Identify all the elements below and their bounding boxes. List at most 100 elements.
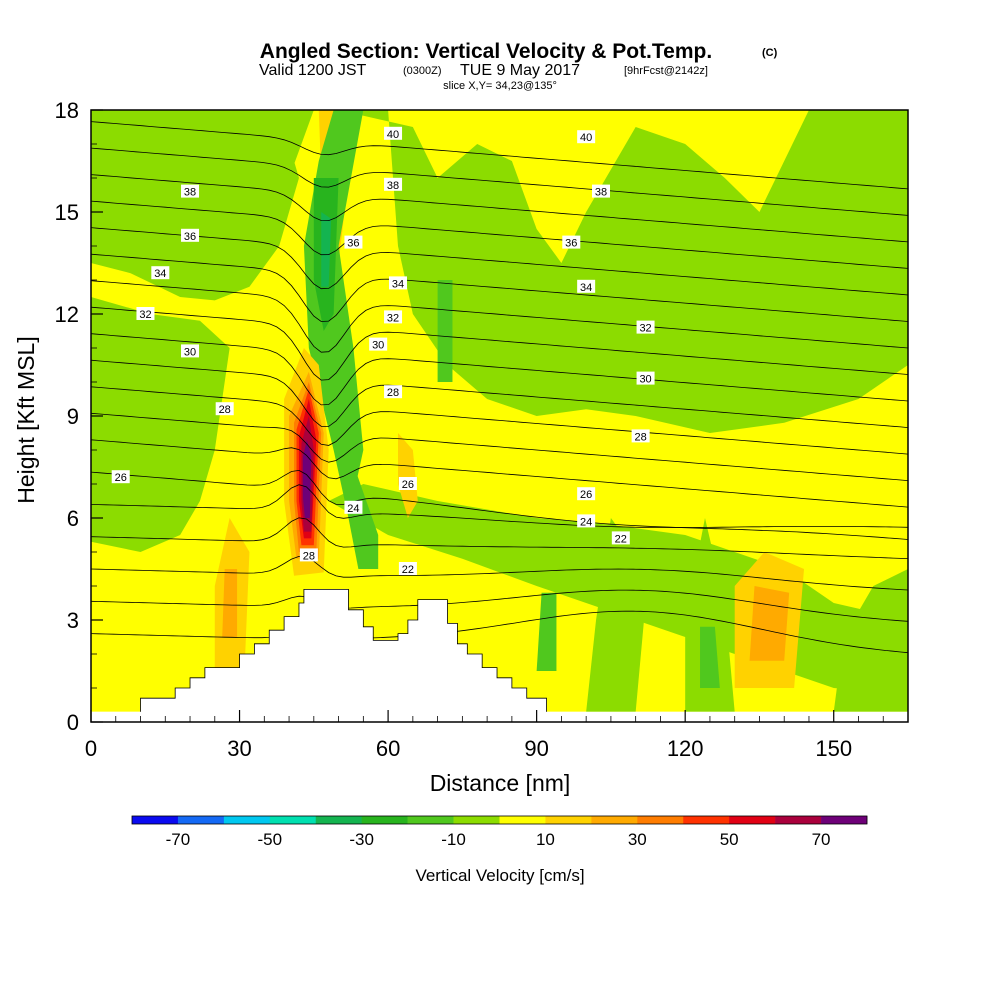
contour-label-bg [577, 487, 596, 501]
contour-label-bg [181, 228, 200, 242]
contour-label: 38 [384, 177, 403, 192]
contour-label: 40 [384, 126, 403, 141]
contour-label-text: 34 [392, 278, 404, 290]
theta-contour-line [91, 121, 908, 190]
y-axis-ticks: 0 3 6 9 12 15 18 [55, 98, 103, 735]
contour-label-text: 28 [387, 387, 399, 399]
y-tick-label: 0 [67, 710, 79, 735]
contour-labels: 40 40 38 38 38 36 36 36 34 34 34 32 32 32 30 30 30 28 28 28… [111, 126, 655, 576]
contour-label-text: 28 [219, 404, 231, 416]
colorbar-tick-label: -30 [349, 830, 374, 849]
contour-label: 28 [384, 385, 403, 399]
theta-contour-line [91, 610, 908, 654]
contour-label-bg [636, 371, 655, 385]
theta-contour-line [91, 147, 908, 216]
contour-label: 26 [577, 487, 596, 501]
x-tick-label: 120 [667, 736, 704, 761]
velocity-region [586, 518, 646, 712]
contour-label-text: 32 [387, 312, 399, 324]
chart-title-suffix: (C) [762, 47, 778, 59]
velocity-region [302, 439, 312, 518]
contour-label-text: 36 [184, 231, 196, 243]
subtitle-valid: Valid 1200 JST [259, 62, 367, 79]
colorbar-swatch [407, 816, 454, 824]
theta-contour-line [91, 589, 908, 622]
theta-contour-line [91, 517, 908, 559]
contour-label-text: 28 [634, 431, 646, 443]
theta-contour-line [91, 174, 908, 243]
contour-label-bg [136, 307, 155, 320]
y-tick-label: 15 [55, 200, 79, 225]
colorbar-swatch [729, 816, 776, 824]
velocity-region [91, 297, 230, 552]
subtitle-zulu: (0300Z) [403, 65, 442, 77]
contour-label-bg [592, 184, 611, 198]
velocity-region [397, 433, 418, 518]
contour-label-text: 24 [347, 503, 359, 515]
colorbar-tick-label: 10 [536, 830, 555, 849]
theta-contour-line [91, 306, 908, 381]
contour-label-text: 26 [115, 472, 127, 484]
x-tick-label: 90 [524, 736, 548, 761]
theta-contours [91, 121, 908, 654]
theta-contour-line [91, 280, 908, 353]
velocity-region [700, 626, 720, 688]
contour-label-bg [577, 279, 596, 293]
velocity-region [685, 518, 735, 712]
colorbar-swatch [637, 816, 684, 824]
terrain-base [91, 711, 908, 722]
y-tick-label: 3 [67, 608, 79, 633]
colorbar-swatch [821, 816, 868, 824]
colorbar-swatch [132, 816, 179, 824]
theta-contour-line [91, 253, 908, 322]
contour-label: 36 [562, 235, 581, 250]
contour-label: 28 [631, 429, 650, 443]
contour-label-bg [181, 344, 200, 358]
contour-label-bg [388, 276, 407, 290]
contour-label: 26 [111, 470, 130, 484]
contour-label: 36 [181, 228, 200, 243]
contour-label: 32 [384, 310, 403, 324]
subtitle-date: TUE 9 May 2017 [460, 62, 580, 79]
contour-label-text: 30 [639, 374, 651, 386]
contour-label: 34 [388, 276, 407, 290]
x-tick-label: 150 [815, 736, 852, 761]
contour-label-text: 30 [184, 346, 196, 358]
contour-label-bg [299, 548, 318, 562]
contour-label: 38 [592, 184, 611, 199]
colorbar-swatch [683, 816, 730, 824]
contour-label: 22 [611, 531, 630, 545]
contour-label: 30 [369, 337, 388, 352]
colorbar: -70 -50 -30 -10 10 30 50 70 [131, 815, 868, 849]
velocity-region [833, 569, 908, 712]
contour-label-bg [111, 470, 130, 484]
contour-label: 26 [398, 477, 417, 491]
contour-label: 40 [577, 130, 596, 144]
contour-label: 36 [344, 235, 363, 250]
velocity-region [321, 212, 332, 287]
theta-contour-line [91, 439, 908, 508]
colorbar-tick-label: -50 [258, 830, 283, 849]
theta-contour-line [91, 227, 908, 296]
colorbar-tick-label: -70 [166, 830, 191, 849]
colorbar-swatch [591, 816, 638, 824]
contour-label: 30 [181, 344, 200, 358]
theta-contour-line [91, 333, 908, 406]
contour-label-bg [181, 184, 200, 198]
velocity-region [437, 280, 453, 382]
velocity-field [91, 110, 908, 712]
colorbar-swatch [269, 816, 317, 824]
contour-label-bg [215, 402, 234, 416]
x-tick-label: 60 [376, 736, 400, 761]
contour-label-text: 22 [615, 533, 627, 545]
contour-label-text: 26 [402, 479, 414, 491]
colorbar-tick-label: 50 [720, 830, 739, 849]
colorbar-swatch [545, 816, 592, 824]
colorbar-label: Vertical Velocity [cm/s] [415, 866, 584, 885]
velocity-region [222, 569, 238, 637]
contour-label-text: 28 [303, 550, 315, 562]
contour-label: 34 [151, 266, 170, 280]
chart-title: Angled Section: Vertical Velocity & Pot.… [260, 40, 712, 63]
colorbar-swatch [223, 816, 271, 824]
